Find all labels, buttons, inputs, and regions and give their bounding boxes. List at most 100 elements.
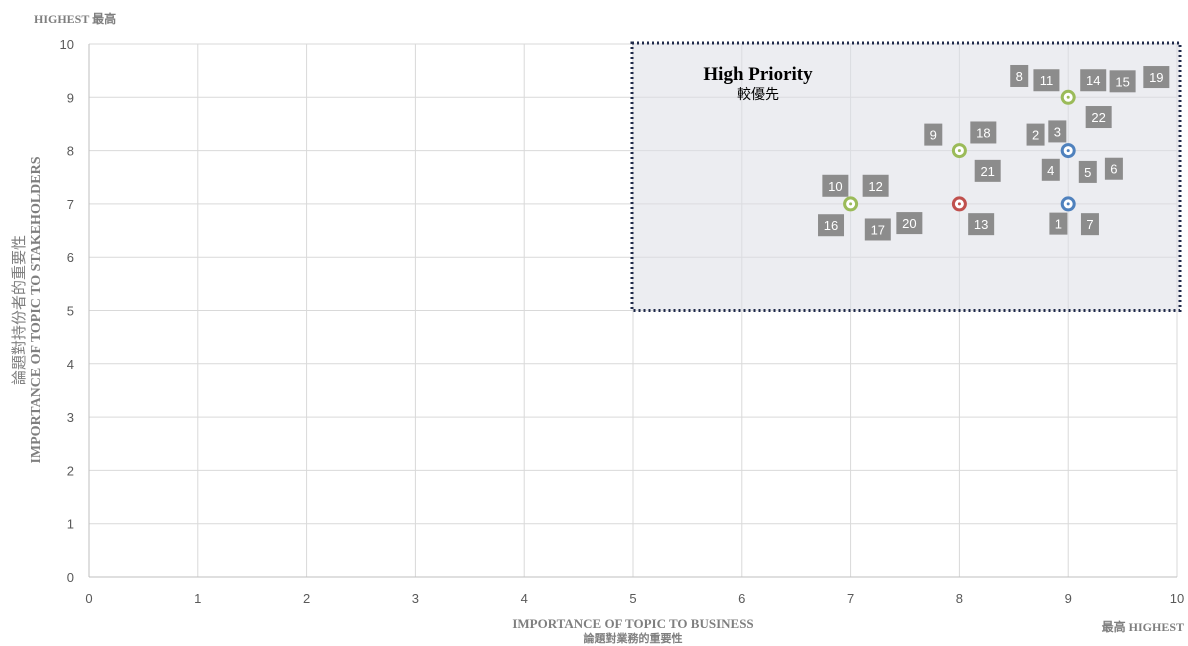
data-point-dot (1066, 95, 1070, 99)
high-priority-title: High Priority 較優先 (703, 64, 812, 104)
topic-label-text: 3 (1054, 124, 1061, 139)
topic-label-text: 2 (1032, 128, 1039, 143)
topic-label-20: 20 (896, 212, 923, 235)
y-tick-label-6: 6 (67, 250, 74, 265)
x-axis-title: IMPORTANCE OF TOPIC TO BUSINESS 論題對業務的重要… (512, 616, 753, 646)
topic-label-box (864, 218, 891, 241)
topic-label-1: 1 (1049, 212, 1068, 235)
x-axis-title-zh: 論題對業務的重要性 (583, 632, 683, 645)
x-tick-label-9: 9 (1065, 591, 1072, 606)
x-tick-label-7: 7 (847, 591, 854, 606)
x-axis-highest-label: 最高 HIGHEST (1101, 620, 1184, 634)
y-axis-title-en: IMPORTANCE OF TOPIC TO STAKEHOLDERS (29, 156, 44, 464)
x-tick-label-8: 8 (956, 591, 963, 606)
topic-label-box (896, 212, 923, 235)
topic-label-9: 9 (924, 123, 943, 146)
topic-label-16: 16 (818, 214, 845, 237)
topic-label-7: 7 (1080, 213, 1099, 236)
data-point-dot (1066, 149, 1070, 153)
topic-label-13: 13 (968, 213, 995, 236)
topic-label-text: 8 (1016, 69, 1023, 84)
topic-label-box (1104, 157, 1123, 180)
topic-label-text: 22 (1091, 110, 1105, 125)
data-point-1 (843, 196, 859, 212)
y-axis-highest-label: HIGHEST 最高 (34, 12, 117, 26)
topic-label-text: 1 (1055, 217, 1062, 232)
data-point-6 (1060, 196, 1076, 212)
topic-label-text: 16 (824, 218, 838, 233)
y-tick-label-3: 3 (67, 410, 74, 425)
topic-label-text: 20 (902, 216, 916, 231)
x-tick-label-2: 2 (303, 591, 310, 606)
topic-label-4: 4 (1041, 158, 1060, 181)
topic-label-box (968, 213, 995, 236)
x-tick-label-0: 0 (85, 591, 92, 606)
topic-label-14: 14 (1080, 69, 1107, 92)
x-tick-label-10: 10 (1170, 591, 1184, 606)
data-point-dot (957, 202, 961, 206)
topic-label-6: 6 (1104, 157, 1123, 180)
topic-label-18: 18 (970, 121, 997, 144)
topic-label-box (1078, 160, 1097, 183)
topic-label-box (1085, 106, 1112, 129)
topic-label-box (818, 214, 845, 237)
topic-label-2: 2 (1026, 123, 1045, 146)
topic-label-text: 9 (930, 128, 937, 143)
topic-label-text: 18 (976, 125, 990, 140)
topic-label-box (1109, 70, 1136, 93)
data-point-5 (1060, 143, 1076, 159)
y-tick-label-9: 9 (67, 90, 74, 105)
data-point-dot (1066, 202, 1070, 206)
y-tick-label-8: 8 (67, 144, 74, 159)
data-points (843, 89, 1076, 212)
topic-label-box (1080, 69, 1107, 92)
x-tick-label-6: 6 (738, 591, 745, 606)
topic-label-text: 21 (980, 164, 994, 179)
y-tick-label-1: 1 (67, 517, 74, 532)
topic-label-text: 14 (1086, 73, 1100, 88)
topic-label-box (924, 123, 943, 146)
topic-label-box (1010, 64, 1029, 87)
topic-label-text: 17 (871, 222, 885, 237)
data-point-4 (1060, 89, 1076, 105)
topic-label-8: 8 (1010, 64, 1029, 87)
topic-label-box (1026, 123, 1045, 146)
topic-label-15: 15 (1109, 70, 1136, 93)
axes (88, 44, 1177, 578)
data-point-dot (849, 202, 853, 206)
topic-label-text: 15 (1115, 74, 1129, 89)
topic-label-box (970, 121, 997, 144)
y-tick-label-5: 5 (67, 304, 74, 319)
topic-label-text: 19 (1149, 70, 1163, 85)
y-tick-label-7: 7 (67, 197, 74, 212)
high-priority-label: High Priority (703, 64, 813, 85)
topic-label-21: 21 (974, 159, 1001, 182)
topic-label-box (1048, 120, 1067, 143)
y-axis-title: 論題對持份者的重要性 IMPORTANCE OF TOPIC TO STAKEH… (10, 156, 45, 464)
x-tick-label-3: 3 (412, 591, 419, 606)
topic-label-text: 5 (1084, 165, 1091, 180)
data-point-dot (957, 149, 961, 153)
topic-label-box (1041, 158, 1060, 181)
topic-label-box (822, 174, 849, 197)
topic-label-17: 17 (864, 218, 891, 241)
data-point-3 (951, 196, 967, 212)
topic-label-box (1143, 66, 1170, 89)
topic-label-11: 11 (1033, 69, 1060, 92)
topic-label-text: 12 (868, 179, 882, 194)
topic-label-box (1080, 213, 1099, 236)
topic-label-text: 6 (1110, 162, 1117, 177)
y-tick-label-10: 10 (60, 37, 74, 52)
x-tick-label-5: 5 (629, 591, 636, 606)
topic-label-text: 13 (974, 217, 988, 232)
y-axis-title-zh: 論題對持份者的重要性 (10, 235, 28, 386)
x-tick-label-4: 4 (521, 591, 528, 606)
topic-label-19: 19 (1143, 66, 1170, 89)
topic-label-box (1033, 69, 1060, 92)
topic-label-box (862, 174, 889, 197)
y-tick-label-4: 4 (67, 357, 74, 372)
y-tick-label-2: 2 (67, 463, 74, 478)
